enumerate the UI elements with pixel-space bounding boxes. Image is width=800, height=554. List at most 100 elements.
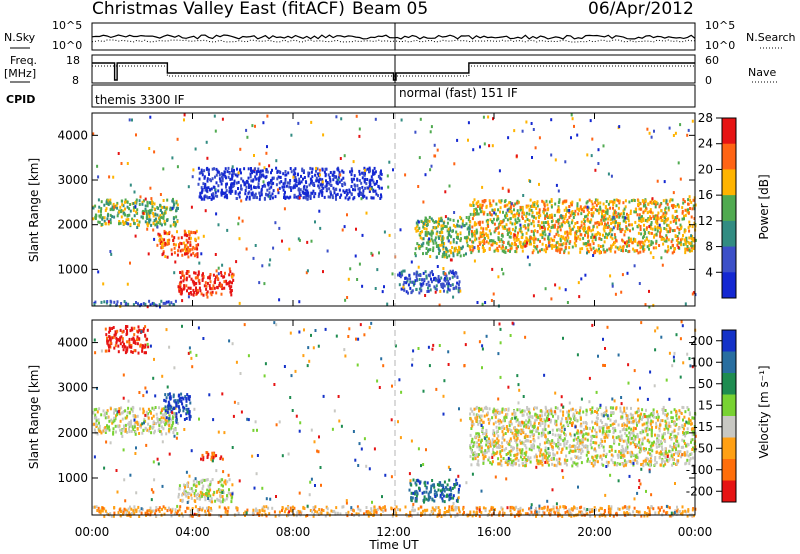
scatter-pixel bbox=[623, 241, 626, 245]
scatter-pixel bbox=[491, 144, 494, 148]
scatter-pixel bbox=[612, 454, 615, 458]
scatter-pixel bbox=[163, 229, 166, 233]
scatter-pixel bbox=[365, 196, 368, 200]
scatter-pixel bbox=[545, 458, 548, 462]
scatter-pixel bbox=[498, 244, 501, 248]
scatter-pixel bbox=[284, 173, 287, 177]
scatter-pixel bbox=[517, 237, 520, 241]
scatter-pixel bbox=[643, 228, 646, 232]
scatter-pixel bbox=[224, 271, 226, 275]
scatter-pixel bbox=[623, 459, 626, 463]
scatter-pixel bbox=[559, 237, 562, 241]
scatter-pixel bbox=[167, 407, 170, 411]
scatter-pixel bbox=[206, 290, 209, 294]
scatter-pixel bbox=[120, 431, 123, 435]
scatter-pixel bbox=[166, 409, 169, 413]
scatter-pixel bbox=[92, 217, 95, 221]
scatter-pixel bbox=[612, 212, 615, 216]
scatter-pixel bbox=[174, 243, 177, 247]
scatter-pixel bbox=[369, 178, 372, 182]
scatter-pixel bbox=[528, 242, 531, 246]
scatter-pixel bbox=[442, 221, 445, 225]
scatter-pixel bbox=[423, 481, 426, 485]
scatter-pixel bbox=[248, 186, 250, 189]
scatter-pixel bbox=[328, 187, 331, 191]
scatter-pixel bbox=[509, 249, 511, 253]
scatter-pixel bbox=[431, 497, 434, 501]
scatter-pixel bbox=[258, 191, 261, 195]
scatter-pixel bbox=[414, 499, 417, 503]
scatter-pixel bbox=[256, 196, 258, 200]
scatter-pixel bbox=[434, 290, 437, 294]
scatter-pixel bbox=[321, 180, 324, 184]
scatter-pixel bbox=[301, 167, 304, 171]
scatter-pixel bbox=[124, 423, 127, 427]
scatter-pixel bbox=[177, 405, 180, 409]
scatter-pixel bbox=[495, 202, 498, 206]
scatter-pixel bbox=[317, 180, 320, 184]
scatter-pixel bbox=[541, 236, 544, 239]
scatter-pixel bbox=[621, 423, 624, 427]
scatter-pixel bbox=[213, 286, 216, 290]
scatter-pixel bbox=[644, 203, 647, 207]
scatter-pixel bbox=[504, 215, 507, 219]
scatter-pixel bbox=[171, 156, 174, 160]
scatter-pixel bbox=[338, 170, 341, 174]
scatter-pixel bbox=[310, 239, 313, 243]
scatter-pixel bbox=[490, 299, 493, 302]
scatter-pixel bbox=[426, 241, 429, 245]
scatter-pixel bbox=[468, 232, 471, 236]
scatter-pixel bbox=[367, 186, 370, 190]
nave-tick-bottom: 0 bbox=[705, 74, 712, 87]
scatter-pixel bbox=[434, 220, 437, 224]
scatter-pixel bbox=[605, 200, 608, 203]
scatter-pixel bbox=[528, 238, 531, 242]
scatter-pixel bbox=[268, 181, 271, 185]
scatter-pixel bbox=[457, 219, 459, 223]
scatter-pixel bbox=[526, 407, 529, 411]
scatter-pixel bbox=[687, 128, 690, 132]
scatter-pixel bbox=[517, 433, 520, 437]
scatter-pixel bbox=[405, 281, 408, 285]
scatter-pixel bbox=[594, 233, 597, 237]
scatter-pixel bbox=[418, 156, 421, 160]
scatter-pixel bbox=[387, 185, 390, 189]
scatter-pixel bbox=[456, 249, 459, 252]
scatter-pixel bbox=[203, 478, 206, 482]
scatter-pixel bbox=[376, 268, 379, 272]
scatter-pixel bbox=[121, 203, 124, 207]
scatter-pixel bbox=[262, 121, 265, 125]
scatter-pixel bbox=[265, 151, 268, 155]
scatter-pixel bbox=[163, 398, 166, 402]
scatter-pixel bbox=[500, 238, 503, 242]
scatter-pixel bbox=[287, 196, 290, 200]
scatter-pixel bbox=[260, 190, 263, 194]
scatter-pixel bbox=[558, 198, 561, 202]
scatter-pixel bbox=[124, 207, 126, 211]
scatter-pixel bbox=[514, 222, 516, 226]
scatter-pixel bbox=[269, 258, 272, 262]
scatter-pixel bbox=[190, 231, 193, 235]
scatter-pixel bbox=[440, 224, 443, 228]
scatter-pixel bbox=[635, 460, 638, 463]
scatter-pixel bbox=[231, 175, 234, 179]
colorbar-tick-label: 28 bbox=[698, 111, 713, 125]
scatter-pixel bbox=[113, 215, 116, 219]
scatter-pixel bbox=[343, 181, 346, 185]
scatter-pixel bbox=[179, 271, 182, 274]
scatter-pixel bbox=[671, 229, 674, 233]
y-tick-label: 4000 bbox=[57, 128, 88, 142]
scatter-pixel bbox=[205, 140, 208, 144]
scatter-pixel bbox=[674, 235, 677, 238]
scatter-pixel bbox=[443, 284, 446, 288]
scatter-pixel bbox=[321, 167, 324, 171]
scatter-pixel bbox=[380, 195, 383, 199]
scatter-pixel bbox=[574, 243, 577, 247]
scatter-pixel bbox=[504, 227, 507, 230]
scatter-pixel bbox=[263, 282, 266, 286]
scatter-pixel bbox=[437, 220, 440, 223]
scatter-pixel bbox=[644, 232, 647, 235]
scatter-pixel bbox=[491, 453, 494, 457]
scatter-pixel bbox=[125, 416, 128, 420]
scatter-pixel bbox=[585, 432, 588, 436]
